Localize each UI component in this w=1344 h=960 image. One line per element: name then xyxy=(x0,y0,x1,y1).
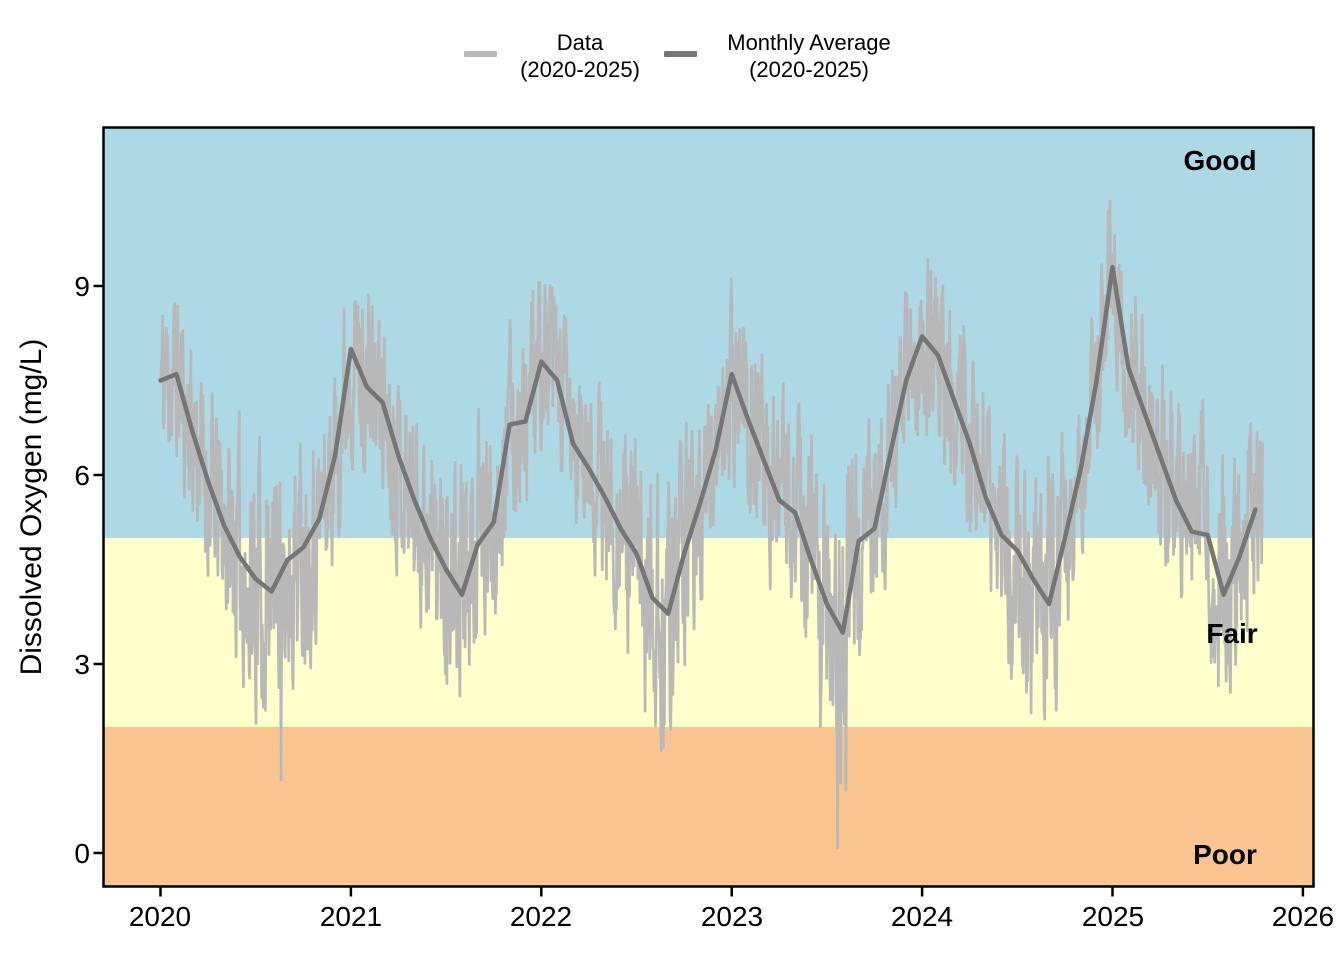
legend-label-data-line2: (2020-2025) xyxy=(520,57,640,82)
y-tick-label-6: 6 xyxy=(74,460,90,491)
y-tick-label-0: 0 xyxy=(74,838,90,869)
x-tick-label-2024: 2024 xyxy=(890,901,954,932)
zone-label-good: Good xyxy=(1183,145,1257,176)
zone-label-poor: Poor xyxy=(1193,839,1257,870)
legend-key-data-line xyxy=(464,51,497,57)
x-tick-label-2026: 2026 xyxy=(1271,901,1335,932)
legend-key-monthly-average-line xyxy=(664,51,697,57)
x-tick-label-2020: 2020 xyxy=(128,901,192,932)
x-tick-label-2022: 2022 xyxy=(509,901,573,932)
x-tick-label-2021: 2021 xyxy=(319,901,383,932)
x-tick-label-2023: 2023 xyxy=(700,901,764,932)
y-tick-label-9: 9 xyxy=(74,271,90,302)
x-tick-label-2025: 2025 xyxy=(1081,901,1145,932)
y-tick-label-3: 3 xyxy=(74,649,90,680)
legend-label-monthly-average-line1: Monthly Average xyxy=(727,30,891,55)
zone-label-fair: Fair xyxy=(1206,618,1258,649)
legend-label-monthly-average: Monthly Average (2020-2025) xyxy=(700,29,918,83)
legend-label-data-line1: Data xyxy=(556,30,604,55)
legend-label-data: Data (2020-2025) xyxy=(516,29,644,83)
legend-label-monthly-average-line2: (2020-2025) xyxy=(749,57,869,82)
